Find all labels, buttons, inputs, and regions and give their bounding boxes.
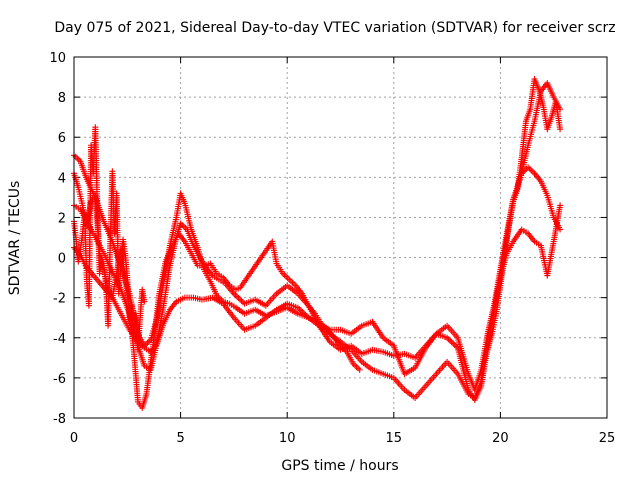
data-point [557, 126, 564, 133]
x-tick-label: 10 [279, 431, 296, 446]
y-axis-label: SDTVAR / TECUs [7, 181, 23, 296]
y-tick-label: -8 [53, 412, 66, 427]
data-point [356, 366, 363, 373]
x-tick-label: 5 [176, 431, 184, 446]
plot-frame [73, 56, 608, 419]
y-tick-label: 6 [58, 131, 66, 146]
marker-layer [71, 76, 564, 411]
tick-layer: -8 -6 -4 -2 0 2 4 6 8 10 0 5 10 15 20 25 [49, 51, 615, 446]
x-tick-label: 0 [70, 431, 78, 446]
y-tick-label: 2 [58, 211, 66, 226]
x-tick-label: 25 [599, 431, 616, 446]
data-point [557, 202, 564, 209]
series-track-6 [484, 76, 564, 353]
data-point [557, 226, 564, 233]
y-tick-label: -4 [53, 332, 66, 347]
series-track-5 [71, 124, 148, 353]
x-axis-label: GPS time / hours [281, 458, 398, 474]
y-tick-label: -2 [53, 292, 66, 307]
x-tick-label: 20 [492, 431, 509, 446]
y-tick-label: 10 [49, 51, 66, 66]
data-point [141, 298, 148, 305]
y-tick-label: 4 [58, 171, 66, 186]
data-point [557, 106, 564, 113]
chart-title: Day 075 of 2021, Sidereal Day-to-day VTE… [54, 20, 615, 36]
y-tick-label: 8 [58, 91, 66, 106]
x-tick-label: 15 [386, 431, 403, 446]
y-tick-label: -6 [53, 372, 66, 387]
y-tick-label: 0 [58, 252, 66, 267]
